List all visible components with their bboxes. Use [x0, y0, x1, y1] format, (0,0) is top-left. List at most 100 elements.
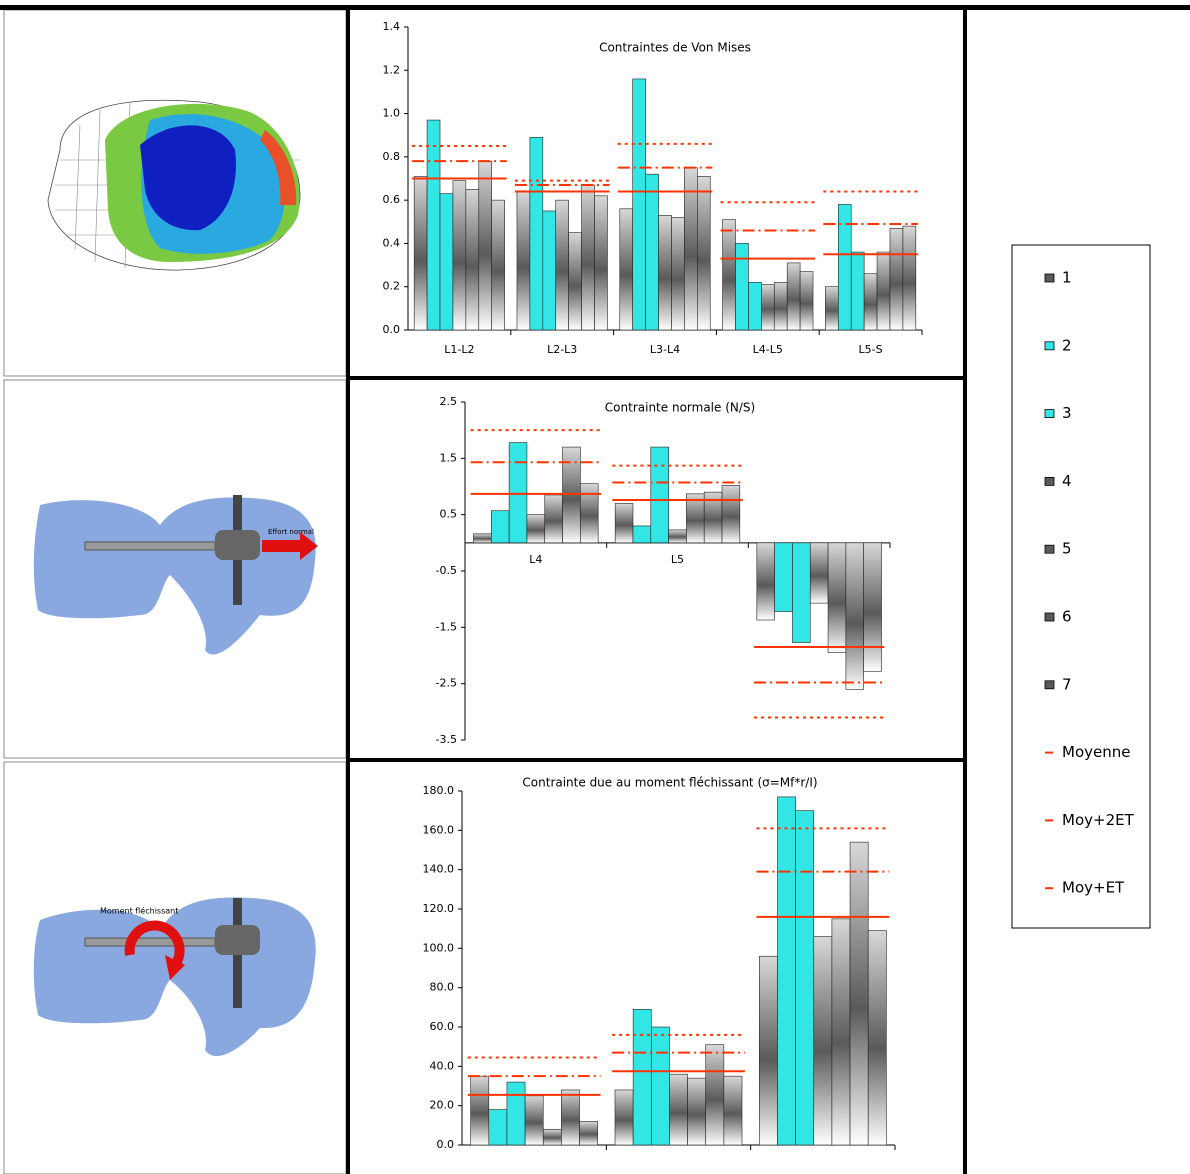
x-tick-label: L2-L3	[547, 343, 577, 356]
y-tick-label: 120.0	[423, 902, 455, 915]
bar	[831, 918, 851, 1146]
x-tick-label: L4	[529, 553, 542, 566]
bar	[614, 1089, 634, 1146]
bar	[849, 841, 869, 1146]
legend-swatch	[1044, 476, 1055, 486]
bar	[863, 273, 878, 331]
legend-box	[1011, 244, 1151, 929]
y-tick-label: 1.0	[383, 107, 401, 120]
bar	[645, 173, 659, 331]
bar	[799, 271, 814, 331]
vertebra-bending-moment: Moment fléchissant	[33, 897, 316, 1057]
bar	[614, 503, 634, 544]
bar	[580, 483, 599, 544]
y-tick-label: 1.2	[383, 63, 401, 76]
legend-label: 7	[1062, 675, 1072, 693]
bar	[488, 1109, 508, 1146]
bar	[516, 191, 531, 331]
bar	[845, 542, 864, 690]
legend-swatch	[1044, 341, 1055, 351]
bar	[697, 176, 711, 331]
bar	[786, 262, 801, 331]
y-tick-label: -2.5	[436, 677, 457, 690]
bar	[491, 199, 505, 331]
bar	[686, 493, 705, 544]
y-tick-label: -1.5	[436, 620, 457, 633]
vertebra-normal-force: Effort normal	[33, 495, 318, 655]
bar	[542, 1128, 562, 1146]
bar	[668, 529, 687, 544]
y-tick-label: 0.2	[383, 280, 401, 293]
bar	[650, 1026, 670, 1146]
bar	[876, 251, 891, 331]
x-tick-label: L3-L4	[650, 343, 680, 356]
legend-label: Moy+2ET	[1062, 811, 1135, 829]
bar	[555, 199, 569, 331]
y-tick-label: 0.4	[383, 236, 401, 249]
bar	[465, 189, 480, 331]
bar	[632, 525, 652, 544]
border	[963, 5, 967, 1174]
y-tick-label: 60.0	[430, 1020, 455, 1033]
chart-title: Contrainte due au moment fléchissant (σ=…	[522, 776, 817, 790]
bar	[773, 282, 788, 331]
vertebra-mesh	[47, 99, 301, 271]
bar	[506, 1081, 526, 1146]
bar	[867, 930, 887, 1146]
bar	[544, 494, 563, 544]
bar	[579, 1121, 598, 1146]
bar	[735, 243, 749, 331]
bar	[658, 214, 672, 331]
bar	[687, 1077, 707, 1146]
legend-label: 6	[1062, 608, 1072, 626]
bar	[748, 282, 762, 331]
y-tick-label: -0.5	[436, 564, 457, 577]
legend-swatch	[1044, 544, 1055, 554]
legend-label: 1	[1062, 269, 1072, 287]
bar	[722, 219, 736, 331]
legend-label: 3	[1062, 404, 1072, 422]
bar	[721, 485, 741, 544]
bar	[795, 810, 815, 1146]
y-tick-label: 160.0	[423, 823, 455, 836]
y-tick-label: 2.5	[440, 395, 458, 408]
y-tick-label: 100.0	[423, 941, 455, 954]
border	[346, 5, 350, 1174]
bar	[863, 542, 882, 672]
y-tick-label: 0.5	[440, 508, 458, 521]
illustration-label: Moment fléchissant	[100, 906, 178, 916]
y-tick-label: 140.0	[423, 863, 455, 876]
bar	[761, 284, 775, 331]
chart-title: Contraintes de Von Mises	[599, 41, 751, 55]
chart-title: Contrainte normale (N/S)	[605, 401, 755, 415]
y-tick-label: 0.8	[383, 150, 401, 163]
bar	[774, 542, 793, 612]
bar	[452, 180, 467, 331]
border	[346, 758, 967, 762]
bar	[524, 1095, 544, 1146]
border	[346, 376, 967, 380]
bar	[889, 227, 904, 331]
table-frame	[0, 5, 1190, 1174]
bar	[792, 542, 811, 643]
bar	[439, 193, 454, 331]
bar	[594, 195, 608, 331]
y-tick-label: 180.0	[423, 784, 455, 797]
bar	[809, 542, 829, 604]
bar	[581, 184, 595, 331]
bar	[813, 936, 833, 1146]
bar	[756, 542, 775, 621]
y-tick-label: 0.0	[383, 323, 401, 336]
legend-swatch	[1044, 273, 1055, 283]
bar	[825, 286, 839, 331]
x-tick-label: L5-S	[859, 343, 883, 356]
bar	[850, 251, 865, 331]
y-tick-label: 1.5	[440, 451, 458, 464]
bar	[478, 160, 493, 331]
bar	[671, 217, 685, 331]
bar	[705, 1044, 725, 1146]
bar	[669, 1073, 688, 1146]
bar	[473, 533, 492, 544]
bar	[619, 208, 633, 331]
bar	[529, 137, 544, 331]
